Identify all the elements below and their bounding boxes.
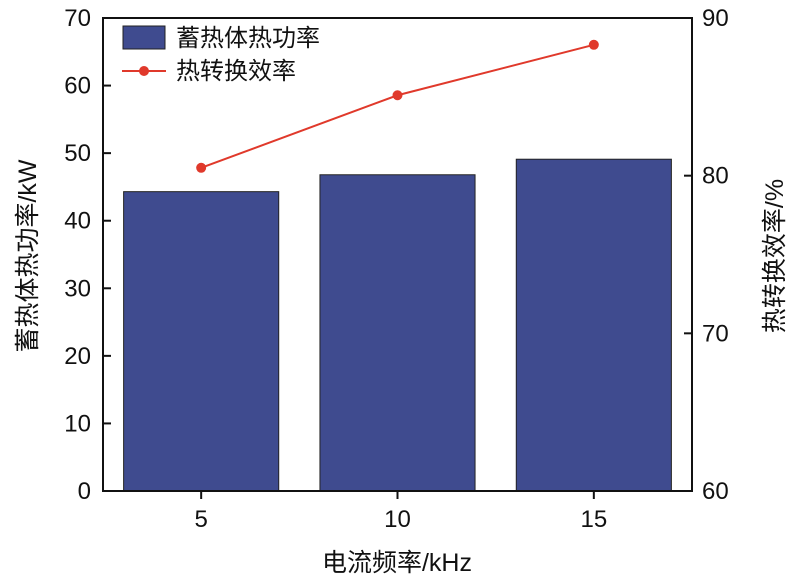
y2-tick-label-60: 60 bbox=[702, 478, 729, 505]
legend-bar-label: 蓄热体热功率 bbox=[176, 25, 320, 52]
y-tick-label-10: 10 bbox=[64, 410, 91, 437]
right-axis: 60 70 80 90 bbox=[684, 5, 729, 505]
bar-5 bbox=[123, 191, 280, 492]
y-tick-label-30: 30 bbox=[64, 275, 91, 302]
y-tick-label-60: 60 bbox=[64, 73, 91, 100]
y-tick-label-40: 40 bbox=[64, 208, 91, 235]
legend-line-label: 热转换效率 bbox=[176, 58, 296, 85]
legend-line-marker bbox=[139, 66, 149, 76]
y2-tick-label-90: 90 bbox=[702, 5, 729, 32]
x-tick-label-5: 5 bbox=[194, 506, 207, 533]
y-tick-label-50: 50 bbox=[64, 140, 91, 167]
x-axis-title: 电流频率/kHz bbox=[322, 549, 472, 577]
x-axis: 5 10 15 bbox=[194, 491, 607, 533]
y-axis-title: 蓄热体热功率/kW bbox=[14, 159, 42, 352]
y-tick-label-70: 70 bbox=[64, 5, 91, 32]
legend-bar-swatch bbox=[122, 25, 166, 50]
bars-layer bbox=[123, 158, 672, 492]
efficiency-point-10 bbox=[392, 90, 403, 101]
efficiency-point-5 bbox=[196, 162, 207, 173]
bar-10 bbox=[319, 174, 476, 492]
y2-tick-label-70: 70 bbox=[702, 320, 729, 347]
left-axis: 0 10 20 30 40 50 60 70 bbox=[64, 5, 111, 505]
y-tick-label-0: 0 bbox=[78, 478, 91, 505]
x-tick-label-15: 15 bbox=[580, 506, 607, 533]
y-tick-label-20: 20 bbox=[64, 343, 91, 370]
legend: 蓄热体热功率 热转换效率 bbox=[122, 25, 320, 85]
y2-axis-title: 热转换效率/% bbox=[761, 179, 789, 333]
y2-tick-label-80: 80 bbox=[702, 163, 729, 190]
line-layer bbox=[196, 39, 599, 173]
efficiency-point-15 bbox=[588, 39, 599, 50]
bar-15 bbox=[515, 158, 672, 492]
x-tick-label-10: 10 bbox=[384, 506, 411, 533]
